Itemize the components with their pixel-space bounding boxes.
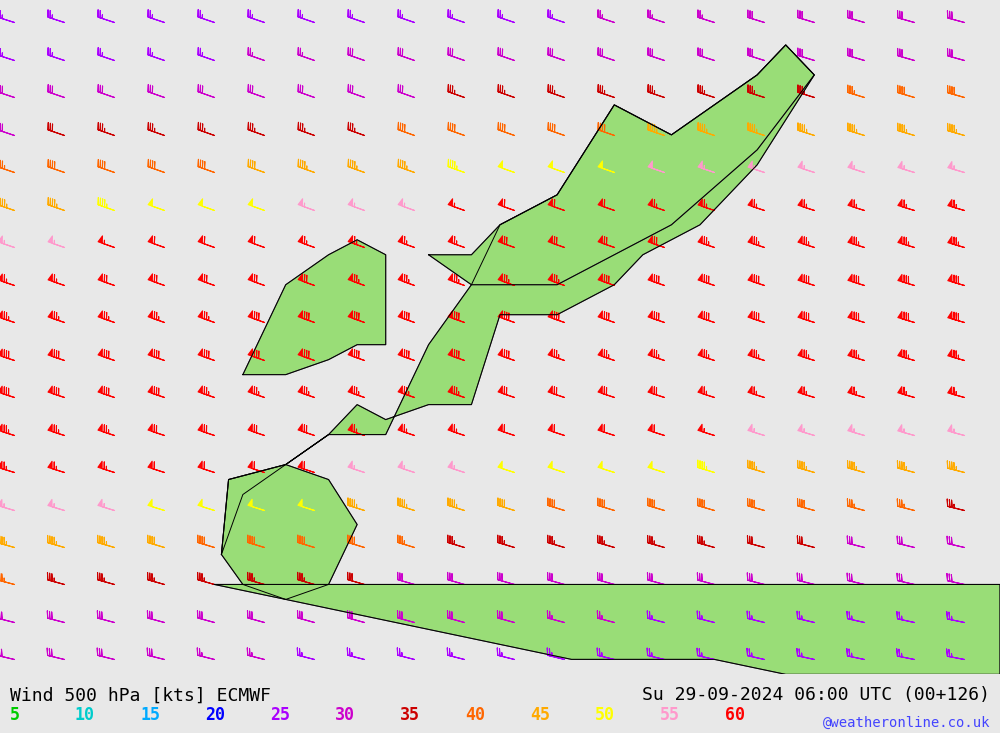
Polygon shape xyxy=(214,584,1000,674)
Text: 40: 40 xyxy=(465,706,485,723)
Text: 45: 45 xyxy=(530,706,550,723)
Polygon shape xyxy=(243,240,386,375)
Text: 30: 30 xyxy=(335,706,355,723)
Text: 15: 15 xyxy=(140,706,160,723)
Text: Wind 500 hPa [kts] ECMWF: Wind 500 hPa [kts] ECMWF xyxy=(10,686,271,704)
Text: Su 29-09-2024 06:00 UTC (00+126): Su 29-09-2024 06:00 UTC (00+126) xyxy=(642,686,990,704)
Text: @weatheronline.co.uk: @weatheronline.co.uk xyxy=(822,716,990,730)
Text: 60: 60 xyxy=(725,706,745,723)
Text: 55: 55 xyxy=(660,706,680,723)
Polygon shape xyxy=(221,465,357,600)
Text: 50: 50 xyxy=(595,706,615,723)
Text: 25: 25 xyxy=(270,706,290,723)
Polygon shape xyxy=(221,45,814,554)
Text: 10: 10 xyxy=(75,706,95,723)
Text: 20: 20 xyxy=(205,706,225,723)
Polygon shape xyxy=(429,45,814,284)
Text: 35: 35 xyxy=(400,706,420,723)
Text: 5: 5 xyxy=(10,706,20,723)
